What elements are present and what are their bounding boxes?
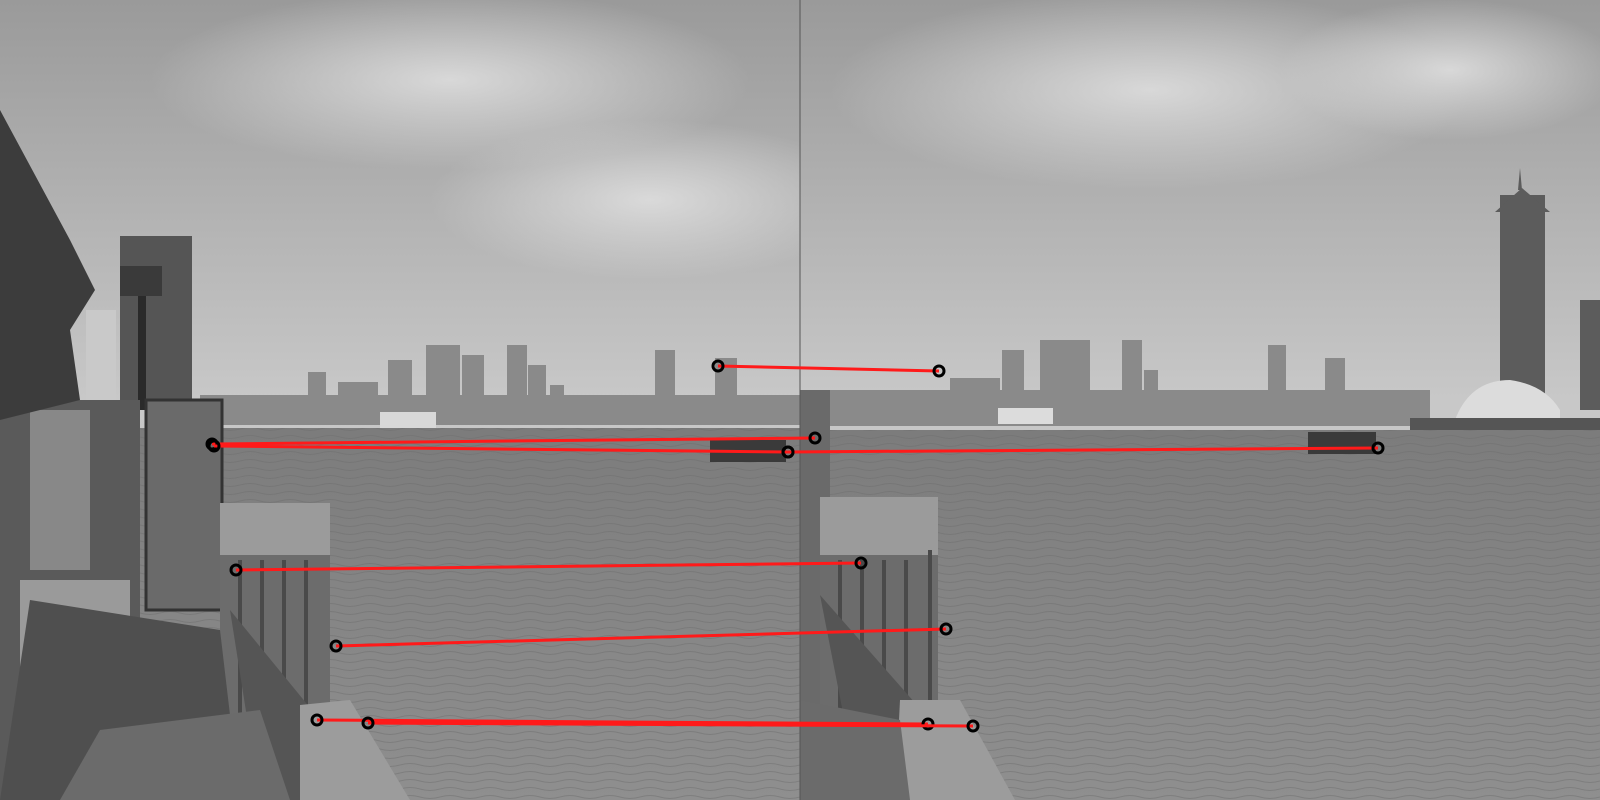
match-6	[310, 713, 935, 731]
keypoint-left	[229, 563, 243, 577]
keypoint-left	[310, 713, 324, 727]
right-skyline	[830, 340, 1430, 426]
match-1	[711, 359, 946, 378]
keypoint-right	[1371, 441, 1385, 455]
match-line	[787, 446, 1379, 454]
keypoint-right	[921, 717, 935, 731]
keypoint-left	[361, 716, 375, 730]
match-7	[361, 716, 980, 733]
match-line	[235, 561, 862, 572]
keypoint-right	[932, 364, 946, 378]
match-line	[316, 718, 929, 726]
keypoint-left	[205, 437, 219, 451]
matches-layer	[205, 359, 1385, 733]
left-foreground	[0, 110, 410, 800]
right-foreground	[800, 390, 1015, 800]
right-tower	[1495, 168, 1600, 410]
keypoint-left	[711, 359, 725, 373]
keypoint-left	[207, 439, 221, 453]
match-5	[329, 622, 953, 653]
match-line	[211, 436, 816, 446]
match-line	[367, 721, 974, 728]
keypoint-right	[808, 431, 822, 445]
match-line	[213, 444, 789, 454]
keypoint-right	[939, 622, 953, 636]
match-line	[717, 364, 940, 373]
left-skyline	[200, 345, 800, 425]
match-2	[205, 431, 822, 451]
match-4	[229, 556, 868, 577]
right-photo	[800, 0, 1600, 800]
match-8	[781, 441, 1385, 459]
keypoint-right	[966, 719, 980, 733]
keypoint-right	[854, 556, 868, 570]
keypoint-left	[781, 445, 795, 459]
left-photo	[0, 0, 870, 800]
match-line	[335, 627, 947, 648]
keypoint-left	[329, 639, 343, 653]
